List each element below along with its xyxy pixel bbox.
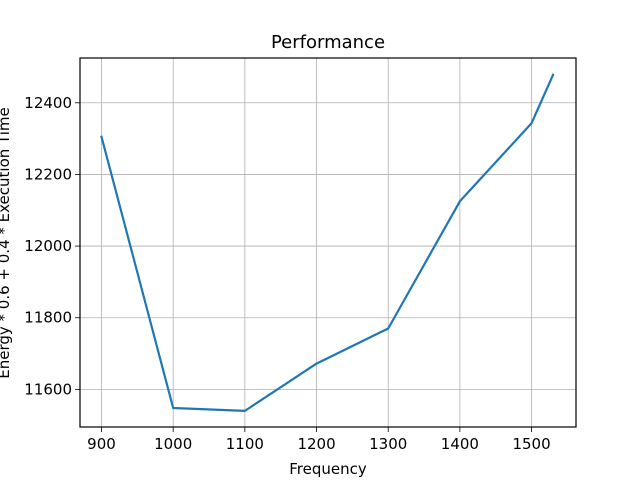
x-tick-label: 1200	[297, 435, 335, 453]
x-tick-label: 1000	[154, 435, 192, 453]
x-tick-label: 1100	[226, 435, 264, 453]
y-axis-label: Energy * 0.6 + 0.4 * Execution Time	[0, 107, 13, 379]
y-tick-label: 12200	[24, 165, 72, 183]
axis-ticks: 900 1000 1100 1200 1300 1400 1500 11600 11800 120…	[24, 94, 550, 453]
grid	[80, 58, 576, 427]
y-tick-label: 11800	[24, 309, 72, 327]
x-tick-label: 1500	[512, 435, 550, 453]
y-tick-label: 12400	[24, 94, 72, 112]
x-axis-label: Frequency	[289, 460, 367, 478]
y-tick-label: 12000	[24, 237, 72, 255]
x-tick-label: 1400	[441, 435, 479, 453]
chart-title: Performance	[271, 32, 385, 53]
plot-frame	[79, 57, 577, 428]
x-tick-label: 900	[87, 435, 116, 453]
series-line-0	[100, 73, 555, 412]
series-layer	[100, 73, 555, 412]
x-tick-label: 1300	[369, 435, 407, 453]
y-tick-label: 11600	[24, 380, 72, 398]
